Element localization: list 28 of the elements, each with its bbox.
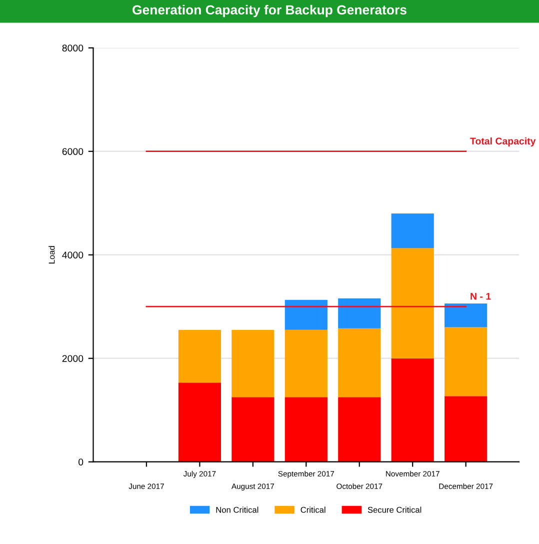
ref-line-label: N - 1: [470, 292, 491, 300]
bar: [178, 382, 221, 462]
bar: [338, 397, 381, 462]
y-tick-label: 8000: [62, 44, 84, 52]
bar: [232, 397, 274, 462]
ref-line-label: Total Capacity: [470, 137, 536, 146]
bar: [444, 396, 488, 462]
y-tick-label: 4000: [62, 252, 84, 258]
y-tick-label: 6000: [62, 148, 84, 155]
bar: [232, 330, 274, 398]
y-tick-label: 0: [78, 458, 84, 466]
chart-title: Generation Capacity for Backup Generators: [132, 4, 406, 18]
bar: [391, 358, 434, 462]
bar: [391, 213, 434, 248]
legend-label: Non Critical: [216, 506, 258, 513]
legend-label: Secure Critical: [368, 506, 422, 513]
bar: [444, 304, 488, 328]
bar: [338, 328, 381, 398]
legend-label: Critical: [300, 506, 326, 513]
bar: [338, 298, 381, 328]
bar: [178, 330, 221, 383]
bar: [284, 397, 328, 462]
bar: [391, 248, 434, 358]
y-tick-label: 2000: [62, 355, 84, 362]
bar: [444, 327, 488, 396]
bar: [284, 300, 328, 330]
y-axis-title: Load: [48, 246, 55, 264]
bar: [284, 330, 328, 398]
